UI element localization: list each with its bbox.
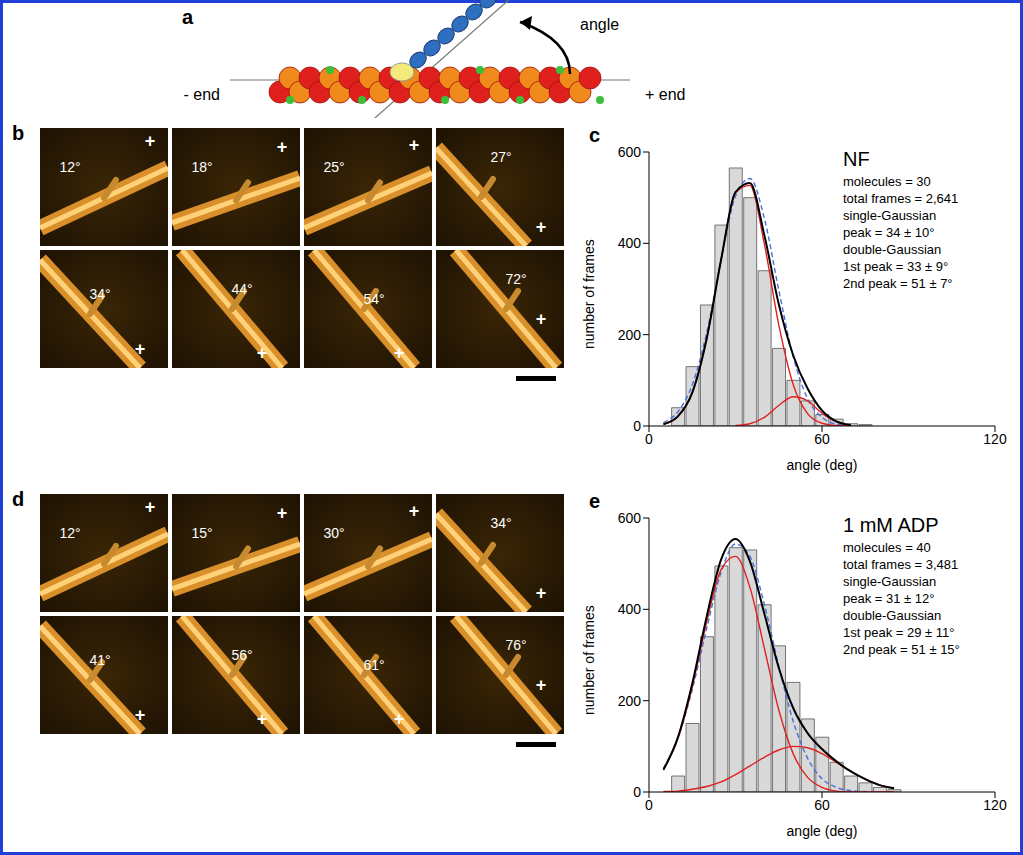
html-text:d: d [12, 488, 25, 510]
svg-text:+: + [277, 503, 288, 523]
svg-text:- end: - end [184, 86, 220, 103]
html-text:c: c [589, 124, 601, 146]
svg-text:76°: 76° [505, 637, 526, 653]
html-text:molecules = 30: molecules = 30 [843, 174, 931, 189]
html-text:single-Gaussian: single-Gaussian [843, 574, 937, 589]
svg-text:15°: 15° [191, 525, 212, 541]
svg-text:+: + [135, 339, 146, 359]
svg-text:angle (deg): angle (deg) [787, 457, 858, 473]
html-text:double-Gaussian: double-Gaussian [843, 608, 942, 623]
svg-text:120: 120 [983, 797, 1007, 813]
svg-text:61°: 61° [363, 657, 384, 673]
svg-text:56°: 56° [231, 647, 252, 663]
svg-text:+: + [277, 137, 288, 157]
svg-text:30°: 30° [323, 525, 344, 541]
svg-text:400: 400 [618, 601, 642, 617]
svg-text:+: + [409, 501, 420, 521]
html-text:molecules = 40: molecules = 40 [843, 540, 931, 555]
html-text:1 mM ADP: 1 mM ADP [843, 514, 939, 536]
svg-text:0: 0 [633, 418, 641, 434]
html-text:1st peak = 29 ± 11°: 1st peak = 29 ± 11° [843, 625, 955, 640]
svg-text:+: + [145, 497, 156, 517]
svg-text:+: + [257, 709, 268, 729]
svg-text:60: 60 [814, 431, 830, 447]
svg-text:+: + [145, 131, 156, 151]
html-text:NF: NF [843, 148, 870, 170]
svg-text:a: a [182, 6, 194, 28]
svg-text:+: + [536, 217, 547, 237]
svg-text:+: + [536, 675, 547, 695]
svg-text:+: + [409, 135, 420, 155]
svg-text:400: 400 [618, 235, 642, 251]
svg-text:120: 120 [983, 431, 1007, 447]
svg-text:+: + [257, 343, 268, 363]
svg-text:44°: 44° [231, 281, 252, 297]
svg-text:+: + [394, 343, 405, 363]
html-text:single-Gaussian: single-Gaussian [843, 208, 937, 223]
svg-text:0: 0 [645, 431, 653, 447]
svg-text:angle: angle [580, 16, 619, 33]
svg-text:72°: 72° [505, 271, 526, 287]
html-text:double-Gaussian: double-Gaussian [843, 242, 942, 257]
html-text:2nd peak = 51 ± 7°: 2nd peak = 51 ± 7° [843, 276, 953, 291]
svg-text:54°: 54° [363, 291, 384, 307]
svg-text:+: + [135, 705, 146, 725]
svg-text:+: + [536, 309, 547, 329]
svg-text:+: + [394, 709, 405, 729]
svg-text:0: 0 [645, 797, 653, 813]
html-text:peak = 34 ± 10°: peak = 34 ± 10° [843, 225, 935, 240]
svg-text:number of frames: number of frames [581, 605, 597, 715]
svg-text:25°: 25° [323, 159, 344, 175]
svg-text:600: 600 [618, 510, 642, 526]
svg-text:60: 60 [814, 797, 830, 813]
html-text:1st peak = 33 ± 9°: 1st peak = 33 ± 9° [843, 259, 949, 274]
svg-text:number of frames: number of frames [581, 239, 597, 349]
svg-text:+: + [536, 583, 547, 603]
svg-text:0: 0 [633, 784, 641, 800]
svg-text:12°: 12° [59, 159, 80, 175]
svg-text:+ end: + end [645, 86, 685, 103]
svg-text:18°: 18° [191, 159, 212, 175]
html-text:b: b [12, 122, 25, 144]
html-text:total frames = 2,641: total frames = 2,641 [843, 191, 959, 206]
html-text:2nd peak = 51 ± 15°: 2nd peak = 51 ± 15° [843, 642, 960, 657]
html-text:total frames = 3,481: total frames = 3,481 [843, 557, 959, 572]
svg-text:200: 200 [618, 327, 642, 343]
svg-text:34°: 34° [89, 286, 110, 302]
svg-text:34°: 34° [490, 515, 511, 531]
svg-text:12°: 12° [59, 525, 80, 541]
svg-text:41°: 41° [89, 652, 110, 668]
svg-text:27°: 27° [490, 149, 511, 165]
svg-text:angle (deg): angle (deg) [787, 823, 858, 839]
html-text:e: e [589, 490, 601, 512]
svg-text:200: 200 [618, 693, 642, 709]
svg-text:600: 600 [618, 144, 642, 160]
html-text:peak = 31 ± 12°: peak = 31 ± 12° [843, 591, 935, 606]
